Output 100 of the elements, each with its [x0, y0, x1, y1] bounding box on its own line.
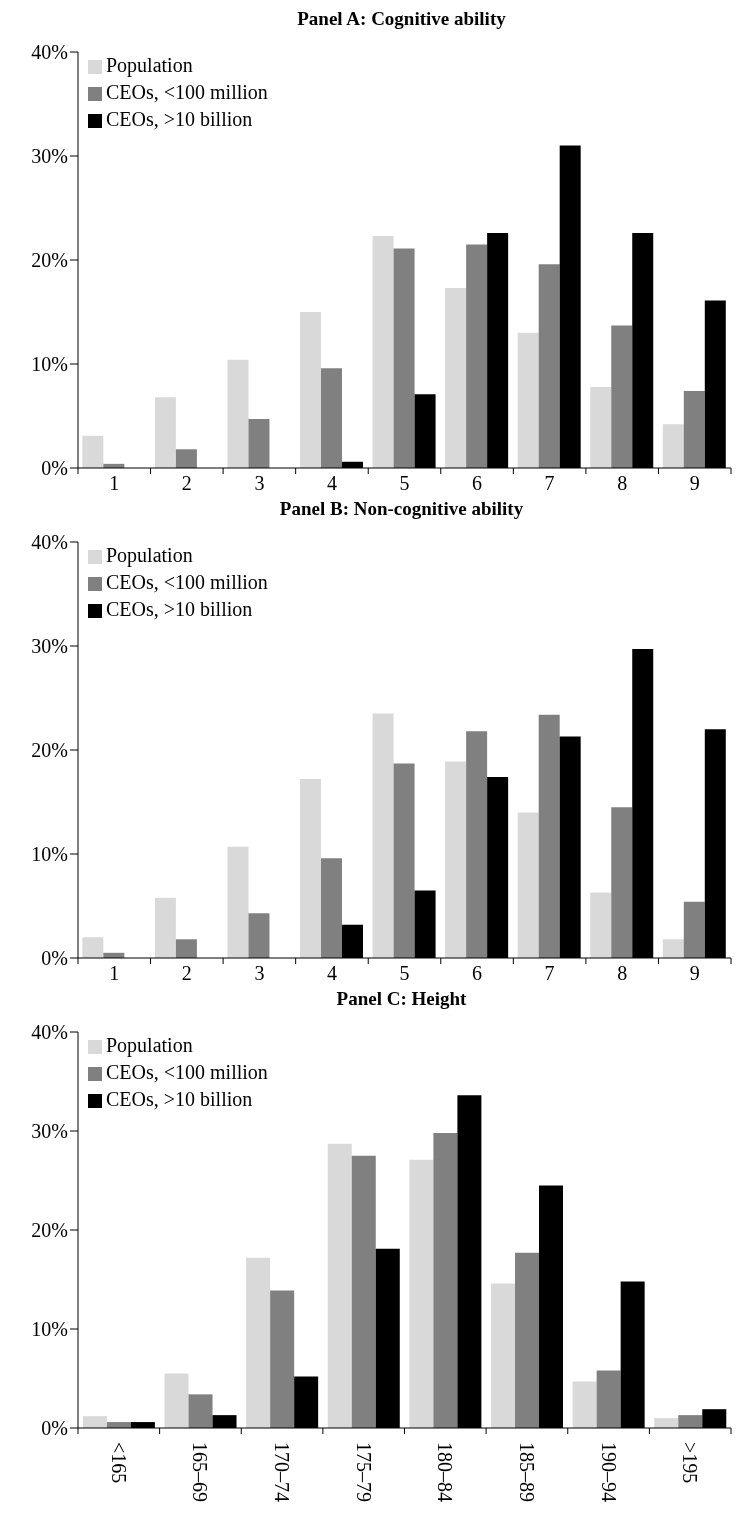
bar	[248, 913, 270, 958]
x-tick-label: 7	[544, 472, 555, 494]
bar	[227, 846, 249, 958]
bar	[372, 713, 394, 958]
bar	[321, 858, 343, 958]
bar	[248, 419, 270, 468]
bar	[188, 1394, 213, 1428]
bar	[409, 1159, 434, 1428]
x-tick-label: 180–84	[434, 1442, 457, 1502]
bar	[300, 779, 322, 958]
y-tick-label: 10%	[31, 1318, 68, 1341]
bar	[246, 1257, 271, 1428]
x-tick-label: 5	[399, 962, 410, 984]
legend-label: CEOs, <100 million	[106, 1061, 268, 1083]
bar	[515, 1252, 540, 1428]
x-tick-label: 170–74	[271, 1442, 294, 1502]
x-tick-label: 4	[326, 962, 337, 984]
bar	[82, 435, 104, 468]
y-tick-label: 0%	[41, 457, 68, 480]
legend-label: Population	[106, 544, 193, 566]
y-tick-label: 20%	[31, 739, 68, 762]
bar	[683, 901, 705, 958]
y-tick-label: 40%	[31, 531, 68, 554]
bar	[321, 368, 343, 468]
x-tick-label: 190–94	[597, 1442, 620, 1502]
bar	[327, 1143, 352, 1428]
y-tick-label: 40%	[31, 41, 68, 64]
bar	[154, 397, 176, 468]
bar	[445, 761, 467, 958]
y-tick-label: 0%	[41, 1417, 68, 1440]
bar	[300, 312, 322, 468]
legend-label: Population	[106, 54, 193, 76]
bar	[466, 244, 488, 468]
y-tick-label: 10%	[31, 843, 68, 866]
bar	[351, 1155, 376, 1428]
y-tick-label: 30%	[31, 1120, 68, 1143]
bar	[611, 325, 633, 468]
y-tick-label: 10%	[31, 353, 68, 376]
bar	[175, 939, 197, 958]
x-tick-label: 4	[326, 472, 337, 494]
x-tick-label: 9	[689, 472, 700, 494]
x-tick-label: 5	[399, 472, 410, 494]
bar	[654, 1418, 679, 1428]
bar	[270, 1290, 295, 1428]
x-tick-label: 9	[689, 962, 700, 984]
bar	[611, 807, 633, 958]
x-tick-label: 2	[181, 962, 192, 984]
x-tick-label: 8	[617, 472, 628, 494]
chart-title: Panel A: Cognitive ability	[296, 8, 507, 31]
bar	[517, 332, 539, 468]
y-tick-label: 20%	[31, 1219, 68, 1242]
legend-label: CEOs, <100 million	[106, 571, 268, 593]
x-tick-label: 3	[254, 962, 265, 984]
x-tick-label: 2	[181, 472, 192, 494]
x-tick-label: 3	[254, 472, 265, 494]
x-tick-label: 6	[472, 962, 483, 984]
bar	[227, 359, 249, 468]
bar	[662, 939, 684, 958]
x-tick-label: 1	[109, 472, 120, 494]
bar	[393, 763, 415, 958]
legend-label: CEOs, >10 billion	[106, 598, 253, 620]
bar	[517, 812, 539, 958]
legend-label: CEOs, >10 billion	[106, 108, 253, 130]
bar	[164, 1373, 189, 1428]
x-tick-label: 8	[617, 962, 628, 984]
bar	[433, 1132, 458, 1428]
bar	[590, 386, 612, 468]
bar	[683, 391, 705, 468]
legend-label: CEOs, <100 million	[106, 81, 268, 103]
bar	[393, 248, 415, 468]
bar	[538, 714, 560, 958]
legend-label: CEOs, >10 billion	[106, 1088, 253, 1110]
x-tick-label: 6	[472, 472, 483, 494]
bar	[491, 1283, 516, 1428]
y-tick-label: 20%	[31, 249, 68, 272]
x-tick-label: >195	[679, 1442, 702, 1484]
y-tick-label: 0%	[41, 947, 68, 970]
bar	[82, 1416, 107, 1428]
legend-label: Population	[106, 1034, 193, 1056]
chart-title: Panel B: Non-cognitive ability	[278, 498, 525, 521]
bar	[154, 897, 176, 958]
x-tick-label: <165	[107, 1442, 130, 1484]
bar	[466, 731, 488, 958]
x-tick-label: 185–89	[515, 1442, 538, 1502]
bar	[572, 1381, 597, 1428]
bar	[596, 1370, 621, 1428]
y-tick-label: 40%	[31, 1021, 68, 1044]
bar	[445, 288, 467, 468]
bar	[372, 236, 394, 468]
bar	[538, 264, 560, 468]
x-tick-label: 7	[544, 962, 555, 984]
bar	[82, 937, 104, 958]
bar	[175, 449, 197, 468]
bar	[662, 424, 684, 468]
bar	[590, 892, 612, 958]
bar	[678, 1415, 703, 1428]
chart-title: Panel C: Height	[335, 988, 468, 1011]
x-tick-label: 1	[109, 962, 120, 984]
y-tick-label: 30%	[31, 635, 68, 658]
x-tick-label: 165–69	[189, 1442, 212, 1502]
